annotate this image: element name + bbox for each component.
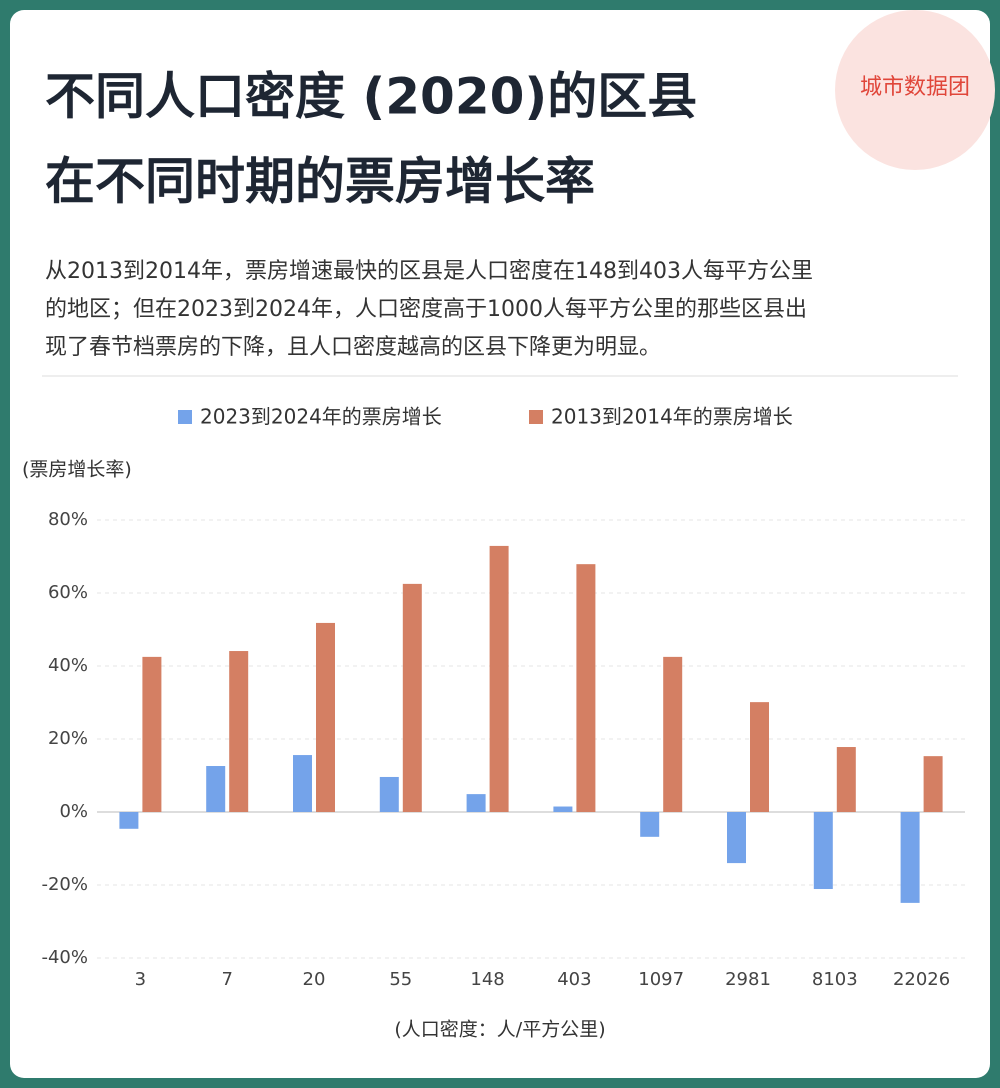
subtitle: 现了春节档票房的下降，且人口密度越高的区县下降更为明显。 — [45, 335, 661, 360]
y-tick-label: 80% — [48, 509, 88, 530]
watermark-logo — [835, 10, 995, 170]
x-tick-label: 22026 — [893, 969, 950, 990]
x-tick-label: 403 — [557, 969, 591, 990]
bar — [293, 755, 312, 812]
chart-title: 在不同时期的票房增长率 — [45, 153, 595, 211]
x-tick-label: 20 — [303, 969, 326, 990]
bar — [119, 812, 139, 829]
bar — [813, 812, 833, 890]
bar — [750, 702, 769, 812]
bar — [553, 806, 573, 812]
bar — [576, 564, 596, 812]
legend-swatch — [529, 410, 543, 424]
x-tick-label: 8103 — [812, 969, 858, 990]
bar — [900, 812, 920, 903]
x-tick-label: 3 — [135, 969, 146, 990]
y-tick-label: 40% — [48, 655, 88, 676]
x-tick-label: 2981 — [725, 969, 771, 990]
y-tick-label: -20% — [41, 874, 88, 895]
bar — [402, 583, 422, 812]
y-tick-label: 20% — [48, 728, 88, 749]
bar — [379, 776, 399, 812]
bar — [727, 812, 746, 864]
x-tick-label: 148 — [470, 969, 504, 990]
bar — [229, 651, 249, 812]
y-axis-label: (票房增长率) — [22, 459, 132, 481]
bar — [206, 766, 226, 812]
chart-title: 不同人口密度 (2020)的区县 — [45, 68, 697, 126]
card — [10, 10, 990, 1078]
legend-swatch — [178, 410, 192, 424]
y-tick-label: -40% — [41, 947, 88, 968]
bar — [640, 812, 660, 837]
legend-label: 2013到2014年的票房增长 — [551, 405, 793, 429]
watermark: 城市数据团 — [860, 75, 970, 100]
bar — [836, 747, 856, 812]
bar — [663, 656, 683, 812]
subtitle: 从2013到2014年，票房增速最快的区县是人口密度在148到403人每平方公里 — [45, 259, 813, 284]
x-axis-label: (人口密度：人/平方公里) — [394, 1019, 605, 1041]
bar — [316, 622, 335, 812]
bar — [489, 545, 509, 812]
x-tick-label: 1097 — [638, 969, 684, 990]
y-tick-label: 0% — [59, 801, 88, 822]
bar — [142, 656, 162, 812]
bar — [923, 756, 943, 812]
y-tick-label: 60% — [48, 582, 88, 603]
legend-label: 2023到2024年的票房增长 — [200, 405, 442, 429]
subtitle: 的地区；但在2023到2024年，人口密度高于1000人每平方公里的那些区县出 — [45, 297, 807, 322]
x-tick-label: 7 — [221, 969, 232, 990]
x-tick-label: 55 — [389, 969, 412, 990]
bar — [466, 794, 486, 812]
